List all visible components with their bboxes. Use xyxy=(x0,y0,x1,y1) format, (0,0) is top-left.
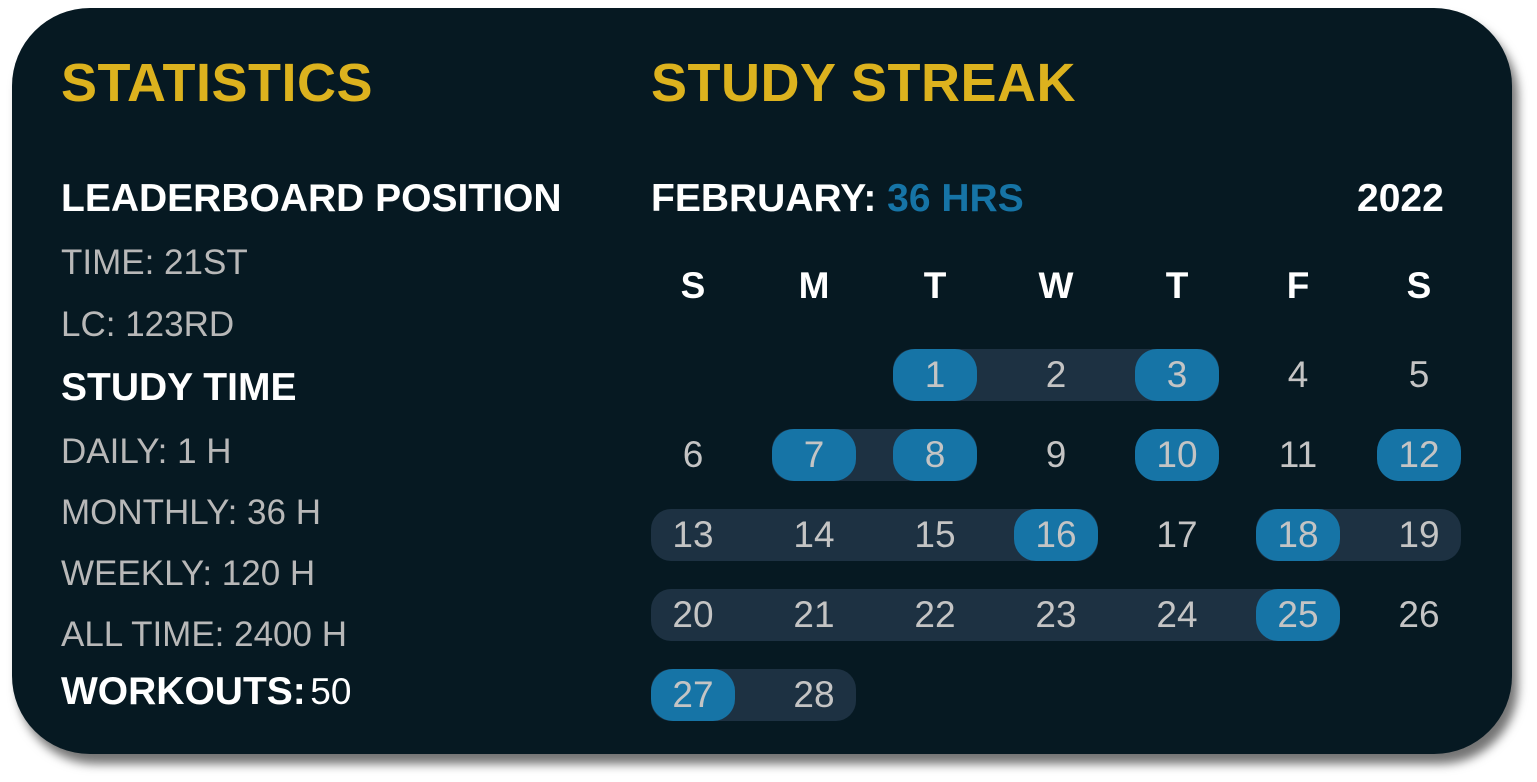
studied-day-highlight xyxy=(1135,429,1219,481)
calendar-day[interactable]: 13 xyxy=(672,514,714,555)
calendar-day[interactable]: 1 xyxy=(924,354,946,395)
studied-day-highlight xyxy=(893,429,977,481)
calendar-day[interactable]: 7 xyxy=(803,434,825,475)
calendar-day[interactable]: 9 xyxy=(1045,434,1067,475)
weekday-label: T xyxy=(1165,265,1189,306)
weekday-label: S xyxy=(680,265,706,306)
workouts-row: WORKOUTS: 50 xyxy=(61,670,351,714)
calendar-day[interactable]: 4 xyxy=(1287,354,1309,395)
studied-day-highlight xyxy=(651,669,735,721)
calendar-day[interactable]: 24 xyxy=(1156,594,1198,635)
study-daily: DAILY: 1 H xyxy=(61,432,232,471)
weekday-label: S xyxy=(1406,265,1432,306)
calendar-day[interactable]: 15 xyxy=(914,514,956,555)
calendar-day[interactable]: 6 xyxy=(682,434,704,475)
calendar-day[interactable]: 27 xyxy=(672,674,714,715)
study-all-time: ALL TIME: 2400 H xyxy=(61,615,347,654)
calendar-day[interactable]: 5 xyxy=(1408,354,1430,395)
weekday-label: W xyxy=(1038,265,1074,306)
study-weekly: WEEKLY: 120 H xyxy=(61,554,316,593)
leaderboard-lc: LC: 123RD xyxy=(61,305,235,344)
study-time-heading: STUDY TIME xyxy=(61,366,297,409)
weekday-label: T xyxy=(923,265,947,306)
calendar-day[interactable]: 21 xyxy=(793,594,835,635)
workouts-value: 50 xyxy=(310,671,352,712)
calendar-day[interactable]: 3 xyxy=(1166,354,1188,395)
calendar-day[interactable]: 22 xyxy=(914,594,956,635)
studied-day-highlight xyxy=(1135,349,1219,401)
month-hours: 36 HRS xyxy=(887,177,1024,220)
calendar-day[interactable]: 16 xyxy=(1035,514,1077,555)
calendar-day[interactable]: 25 xyxy=(1277,594,1319,635)
weekday-label: M xyxy=(798,265,830,306)
year-label: 2022 xyxy=(1357,177,1444,220)
month-summary: FEBRUARY: 36 HRS xyxy=(651,177,1024,221)
calendar-day[interactable]: 10 xyxy=(1156,434,1198,475)
month-label: FEBRUARY: xyxy=(651,177,877,220)
studied-day-highlight xyxy=(893,349,977,401)
leaderboard-time: TIME: 21ST xyxy=(61,243,248,282)
calendar-day[interactable]: 20 xyxy=(672,594,714,635)
calendar-day[interactable]: 17 xyxy=(1156,514,1198,555)
calendar-day[interactable]: 11 xyxy=(1278,434,1318,475)
study-streak-title: STUDY STREAK xyxy=(651,53,1077,113)
calendar-day[interactable]: 23 xyxy=(1035,594,1077,635)
weekday-label: F xyxy=(1286,265,1310,306)
calendar-day[interactable]: 19 xyxy=(1398,514,1440,555)
studied-day-highlight xyxy=(1256,509,1340,561)
studied-day-highlight xyxy=(1377,429,1461,481)
calendar-day[interactable]: 8 xyxy=(924,434,946,475)
leaderboard-heading: LEADERBOARD POSITION xyxy=(61,177,562,220)
study-monthly: MONTHLY: 36 H xyxy=(61,493,321,532)
calendar-day[interactable]: 12 xyxy=(1398,434,1440,475)
studied-day-highlight xyxy=(1014,509,1098,561)
studied-day-highlight xyxy=(772,429,856,481)
calendar-day[interactable]: 14 xyxy=(793,514,835,555)
calendar-day[interactable]: 28 xyxy=(793,674,835,715)
studied-day-highlight xyxy=(1256,589,1340,641)
statistics-title: STATISTICS xyxy=(61,53,373,113)
calendar-day[interactable]: 18 xyxy=(1277,514,1319,555)
calendar-day[interactable]: 26 xyxy=(1398,594,1440,635)
streak-bar xyxy=(651,589,1340,641)
calendar-day[interactable]: 2 xyxy=(1045,354,1067,395)
workouts-label: WORKOUTS: xyxy=(61,670,306,713)
